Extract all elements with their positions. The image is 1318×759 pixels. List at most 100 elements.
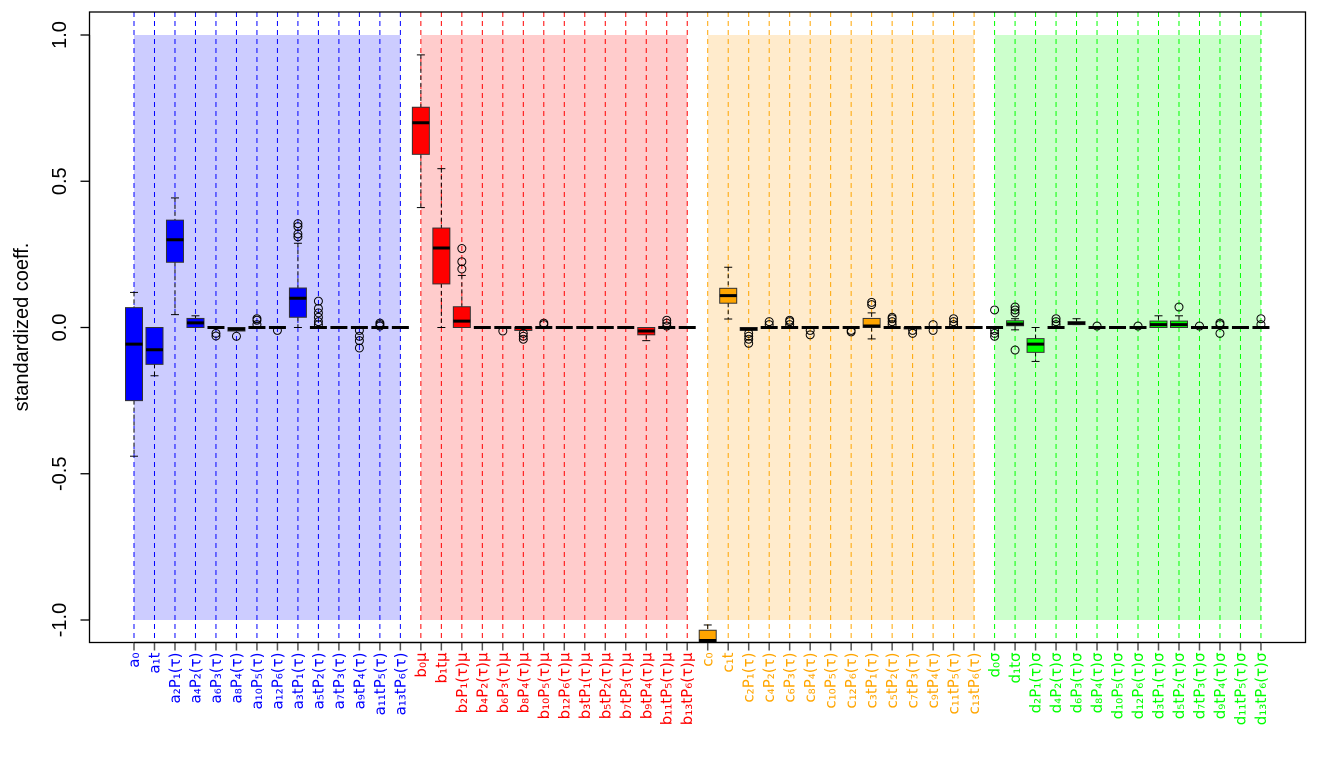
outlier-point: [375, 318, 385, 328]
x-tick-label: c₁₁tP₅(τ): [945, 653, 963, 715]
outlier-point: [744, 331, 754, 341]
box-19: [494, 326, 512, 336]
box-21: [535, 318, 553, 330]
outlier-point: [744, 338, 754, 348]
x-tick-label: a₃tP₁(τ): [289, 653, 307, 710]
outlier-point: [1010, 305, 1020, 315]
box-43: [986, 305, 1004, 341]
y-tick-label: 0.0: [49, 314, 71, 342]
x-tick-label: c₀: [699, 653, 717, 667]
x-tick-label: c₁₀P₅(τ): [822, 653, 840, 709]
outlier-point: [518, 331, 528, 341]
box-48: [1088, 321, 1106, 331]
outlier-point: [764, 320, 774, 330]
outlier-point: [354, 325, 364, 335]
outlier-point: [354, 336, 364, 346]
outlier-point: [1215, 328, 1225, 338]
x-tick-label: d₁₂P₆(τ)σ: [1129, 652, 1147, 719]
box-52: [1169, 302, 1188, 329]
outlier-point: [252, 314, 262, 324]
outlier-point: [313, 296, 323, 306]
outlier-point: [990, 325, 1000, 335]
x-tick-label: b₂P₁(τ)μ: [453, 652, 471, 713]
outlier-point: [211, 331, 221, 341]
outlier-point: [744, 328, 754, 338]
outlier-point: [457, 264, 467, 274]
x-tick-label: d₃tP₁(τ)σ: [1150, 652, 1168, 719]
x-tick-label: b₄P₂(τ)μ: [473, 652, 491, 713]
box-54: [1211, 318, 1229, 338]
outlier-point: [662, 315, 672, 325]
box-17: [452, 244, 471, 329]
x-tick-label: b₆P₃(τ)μ: [494, 652, 512, 713]
outlier-point: [1133, 321, 1143, 331]
outlier-point: [313, 317, 323, 327]
box-2: [145, 327, 164, 377]
outlier-point: [1092, 321, 1102, 331]
x-tick-label: c₁₃tP₆(τ): [965, 653, 983, 715]
x-tick-label: a₁₃tP₆(τ): [391, 653, 409, 716]
outlier-point: [313, 320, 323, 330]
x-tick-label: a₁₁tP₅(τ): [371, 653, 389, 716]
box-53: [1190, 321, 1208, 331]
box-30: [719, 266, 738, 320]
outlier-point: [867, 300, 877, 310]
outlier-point: [1010, 302, 1020, 312]
x-tick-label: d₁₁tP₅(τ)σ: [1231, 652, 1249, 725]
x-tick-label: a₈P₄(τ): [227, 653, 245, 704]
box-29: [698, 624, 717, 643]
box-41: [945, 314, 963, 330]
outlier-point: [990, 305, 1000, 315]
x-tick-label: a₅tP₂(τ): [309, 653, 327, 710]
outlier-point: [785, 315, 795, 325]
outlier-point: [805, 325, 815, 335]
box-34: [801, 325, 819, 340]
outlier-point: [928, 320, 938, 330]
x-tick-label: a₂P₁(τ): [166, 653, 184, 704]
x-tick-label: b₀μ: [412, 652, 430, 678]
outlier-point: [908, 328, 918, 338]
x-tick-label: c₂P₁(τ): [740, 653, 758, 703]
box-3: [165, 197, 184, 316]
y-tick-label: -0.5: [49, 457, 71, 491]
outlier-point: [1051, 314, 1061, 324]
outlier-point: [313, 303, 323, 313]
box-27: [658, 315, 676, 331]
box-20: [514, 326, 533, 344]
x-tick-label: b₁tμ: [432, 652, 450, 683]
outlier-point: [354, 343, 364, 353]
outlier-point: [231, 331, 241, 341]
box-46: [1047, 314, 1065, 330]
outlier-point: [785, 320, 795, 330]
box-33: [781, 315, 799, 330]
x-tick-label: b₅tP₂(τ)μ: [596, 652, 614, 719]
outlier-point: [457, 244, 467, 254]
outlier-point: [867, 297, 877, 307]
x-tick-label: d₁₀P₅(τ)σ: [1109, 652, 1127, 719]
box-36: [842, 325, 860, 337]
outlier-point: [990, 331, 1000, 341]
box-26: [637, 327, 656, 342]
y-axis: -1.0 -0.5 0.0 0.5 1.0: [49, 21, 91, 637]
box-38: [883, 312, 901, 330]
x-tick-label: a₁t: [145, 652, 163, 673]
outlier-point: [272, 325, 282, 335]
outlier-point: [211, 328, 221, 338]
outlier-point: [744, 334, 754, 344]
box-iqr: [145, 327, 164, 365]
x-tick-label: b₇tP₃(τ)μ: [617, 652, 635, 719]
outlier-point: [293, 222, 303, 232]
x-tick-label: d₅tP₂(τ)σ: [1170, 652, 1188, 719]
outlier-point: [1051, 320, 1061, 330]
x-tick-label: d₈P₄(τ)σ: [1088, 652, 1106, 713]
box-44: [1006, 302, 1025, 355]
x-tick-label: a₇tP₃(τ): [330, 653, 348, 710]
x-tick-label: b₃tP₁(τ)μ: [576, 652, 594, 719]
box-15: [411, 54, 430, 209]
box-32: [760, 317, 778, 330]
outlier-point: [313, 312, 323, 322]
outlier-point: [518, 334, 528, 344]
x-tick-label: a₆P₃(τ): [207, 653, 225, 704]
x-axis: a₀ a₁t a₂P₁(τ) a₄P₂(τ) a₆P₃(τ) a₈P₄(τ) a₁₀P₅(τ…: [125, 641, 1270, 725]
